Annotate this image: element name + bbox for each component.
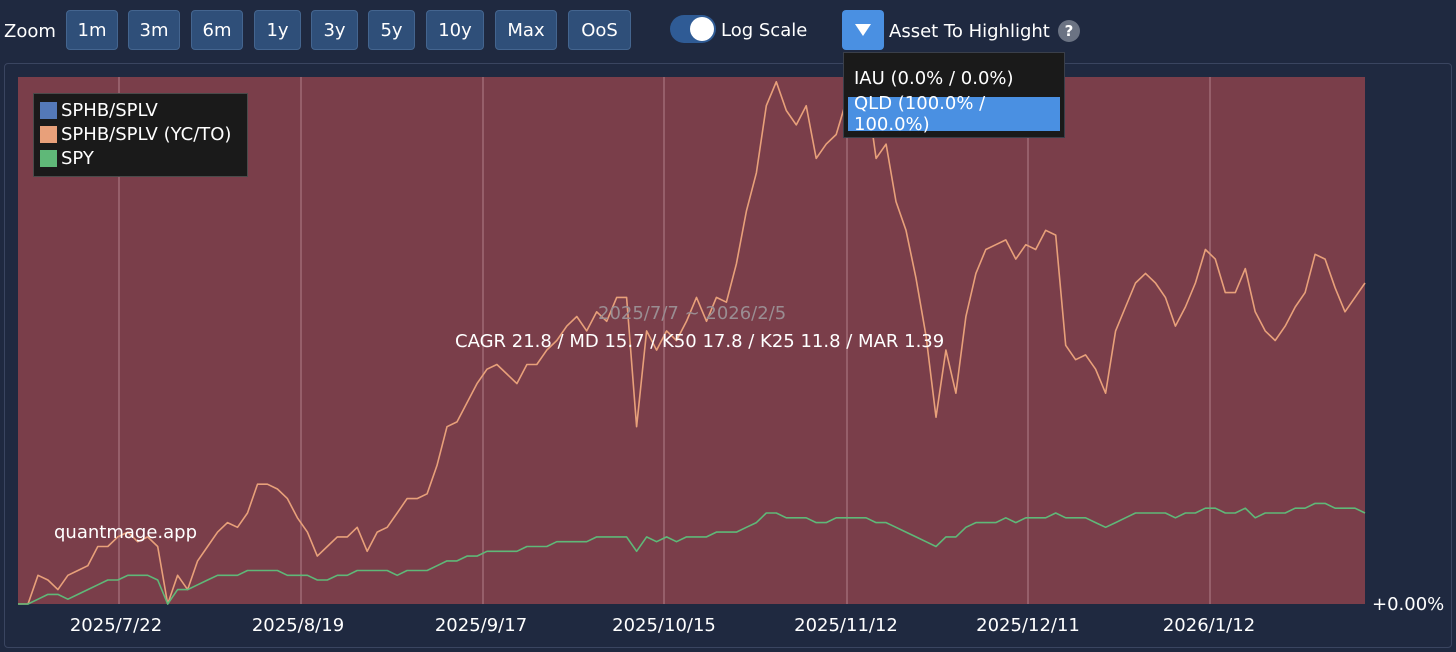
grid-lines [118, 77, 1211, 604]
zoom-label: Zoom [4, 21, 56, 42]
asset-dropdown-menu: IAU (0.0% / 0.0%) QLD (100.0% / 100.0%) [843, 52, 1065, 138]
series-layer [18, 81, 1366, 605]
x-tick-label: 2025/9/17 [434, 615, 528, 636]
legend-swatch-green [40, 149, 57, 167]
legend-item-spy[interactable]: SPY [40, 146, 241, 170]
legend-swatch-orange [40, 125, 57, 143]
asset-option-iau[interactable]: IAU (0.0% / 0.0%) [854, 67, 1014, 89]
stats-label: CAGR 21.8 / MD 15.7 / K50 17.8 / K25 11.… [455, 331, 945, 352]
date-range-label: 2025/7/7 ~ 2026/2/5 [598, 303, 787, 324]
legend-label: SPHB/SPLV [61, 99, 158, 121]
zoom-button-1y[interactable]: 1y [254, 10, 301, 50]
help-icon[interactable]: ? [1058, 20, 1080, 42]
x-tick-label: 2025/11/12 [794, 615, 898, 636]
asset-option-qld[interactable]: QLD (100.0% / 100.0%) [848, 93, 1060, 135]
toolbar: Zoom 1m 3m 6m 1y 3y 5y 10y Max OoS Log S… [0, 0, 1456, 62]
series-line-spy[interactable] [18, 502, 1366, 605]
legend-item-sphb-splv-yc-to[interactable]: SPHB/SPLV (YC/TO) [40, 122, 241, 146]
legend-item-sphb-splv[interactable]: SPHB/SPLV [40, 98, 241, 122]
x-tick-label: 2025/12/11 [976, 615, 1080, 636]
log-scale-toggle[interactable] [670, 15, 716, 43]
zoom-button-10y[interactable]: 10y [426, 10, 484, 50]
watermark: quantmage.app [54, 522, 197, 543]
chart-frame [4, 63, 1452, 648]
x-tick-label: 2026/1/12 [1162, 615, 1256, 636]
zoom-button-max[interactable]: Max [495, 10, 557, 50]
legend-swatch-blue [40, 101, 57, 119]
legend-label: SPY [61, 147, 94, 169]
x-tick-label: 2025/7/22 [69, 615, 163, 636]
toggle-knob [690, 17, 714, 41]
chart-legend: SPHB/SPLV SPHB/SPLV (YC/TO) SPY [33, 93, 248, 177]
legend-label: SPHB/SPLV (YC/TO) [61, 123, 232, 145]
zoom-button-3y[interactable]: 3y [311, 10, 358, 50]
zoom-button-6m[interactable]: 6m [191, 10, 243, 50]
triangle-down-icon [855, 24, 871, 36]
x-tick-label: 2025/10/15 [612, 615, 716, 636]
zoom-button-1m[interactable]: 1m [66, 10, 118, 50]
series-line-sphb-splv-yc-to[interactable] [18, 81, 1366, 605]
zoom-button-3m[interactable]: 3m [128, 10, 180, 50]
x-tick-label: 2025/8/19 [251, 615, 345, 636]
zoom-button-5y[interactable]: 5y [368, 10, 415, 50]
zoom-button-oos[interactable]: OoS [568, 10, 631, 50]
asset-highlight-label: Asset To Highlight [889, 21, 1050, 42]
asset-dropdown-button[interactable] [842, 10, 884, 50]
y-axis-label: +0.00% [1372, 594, 1445, 615]
log-scale-label: Log Scale [721, 20, 808, 41]
